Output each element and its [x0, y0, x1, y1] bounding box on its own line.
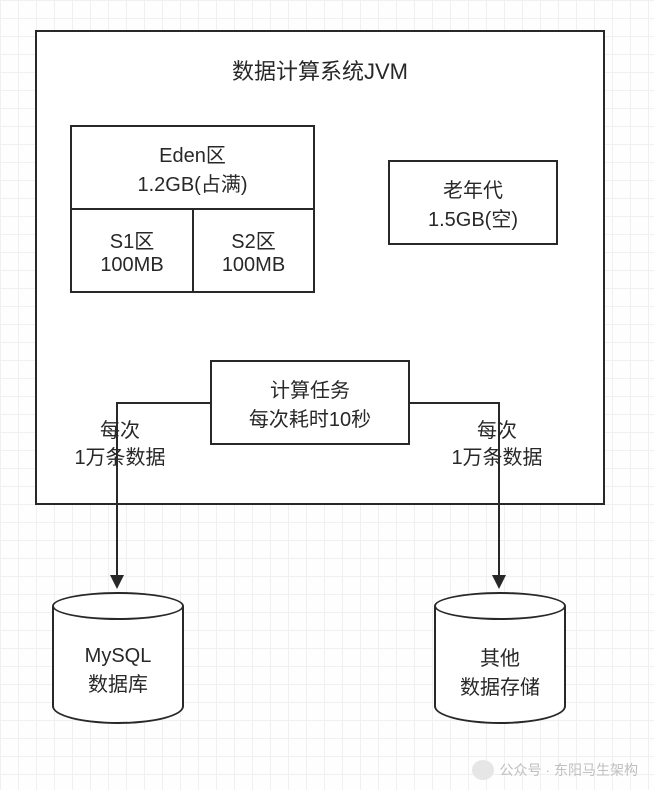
eden-line2: 1.2GB(占满)	[137, 168, 247, 197]
wechat-icon	[472, 760, 494, 780]
mysql-line2: 数据库	[88, 668, 148, 697]
s2-line2: 100MB	[222, 254, 285, 277]
label-left-line1: 每次	[100, 420, 140, 442]
other-line2: 数据存储	[460, 671, 540, 700]
oldgen-box: 老年代 1.5GB(空)	[388, 160, 558, 245]
mysql-line1: MySQL	[85, 645, 152, 668]
s1-line2: 100MB	[100, 254, 163, 277]
task-box: 计算任务 每次耗时10秒	[210, 360, 410, 445]
label-left-line2: 1万条数据	[74, 447, 165, 469]
other-cylinder: 其他 数据存储	[434, 592, 566, 724]
label-right-line1: 每次	[477, 420, 517, 442]
eden-line1: Eden区	[159, 139, 226, 168]
s2-box: S2区 100MB	[192, 208, 315, 293]
eden-box: Eden区 1.2GB(占满)	[70, 125, 315, 210]
jvm-title: 数据计算系统JVM	[232, 54, 408, 86]
arrow-right	[492, 575, 506, 589]
other-line1: 其他	[480, 642, 520, 671]
task-line2: 每次耗时10秒	[249, 403, 371, 432]
s2-line1: S2区	[231, 225, 275, 254]
task-line1: 计算任务	[270, 374, 350, 403]
mysql-cylinder: MySQL 数据库	[52, 592, 184, 724]
watermark-text: 公众号 · 东阳马生架构	[500, 760, 638, 780]
diagram-canvas: 数据计算系统JVM Eden区 1.2GB(占满) S1区 100MB S2区 …	[0, 0, 654, 790]
label-right: 每次 1万条数据	[432, 418, 562, 472]
oldgen-line2: 1.5GB(空)	[428, 203, 518, 232]
s1-line1: S1区	[110, 225, 154, 254]
oldgen-line1: 老年代	[443, 174, 503, 203]
label-left: 每次 1万条数据	[55, 418, 185, 472]
arrow-left	[110, 575, 124, 589]
s1-box: S1区 100MB	[70, 208, 194, 293]
label-right-line2: 1万条数据	[451, 447, 542, 469]
connector-right-h	[410, 402, 500, 404]
watermark: 公众号 · 东阳马生架构	[472, 760, 638, 780]
connector-left-h	[116, 402, 210, 404]
